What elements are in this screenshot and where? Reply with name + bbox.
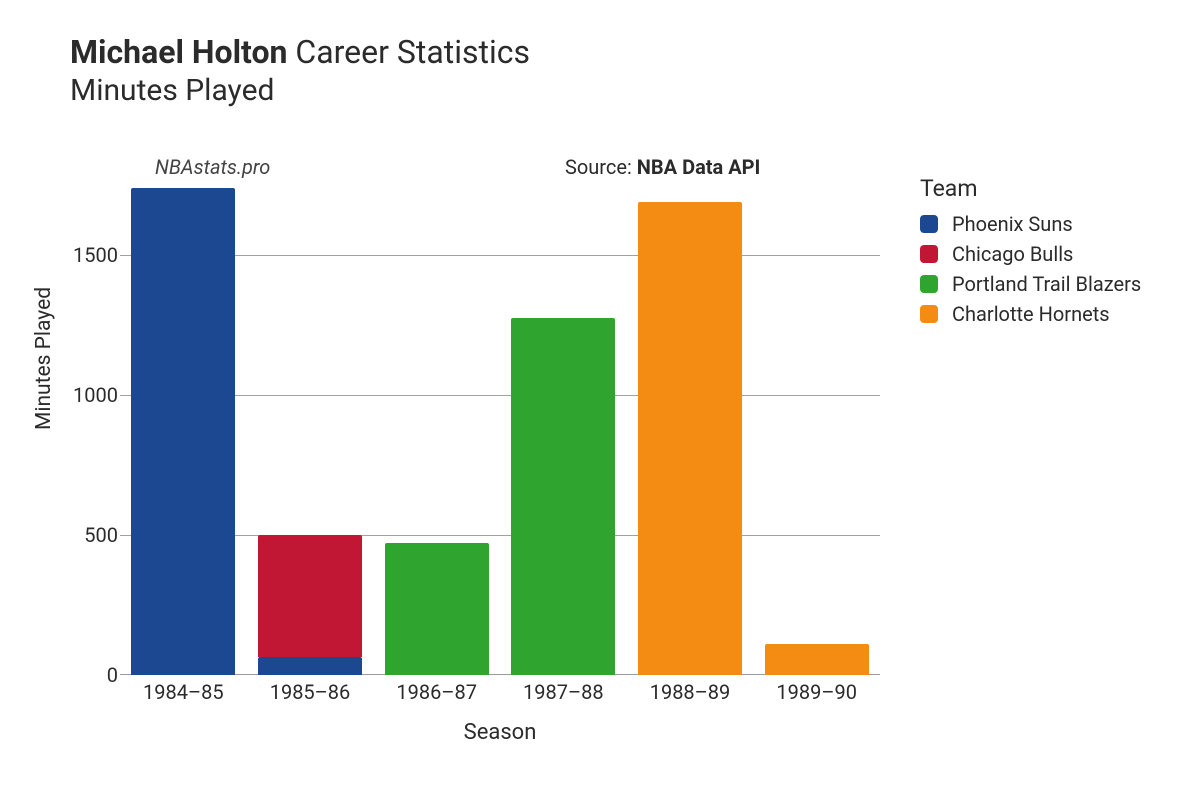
y-tick-label: 1000: [70, 383, 118, 407]
x-tick-label: 1984–85: [143, 680, 224, 704]
y-tick-label: 0: [70, 663, 118, 687]
x-tick-label: 1988–89: [650, 680, 731, 704]
legend-label: Chicago Bulls: [952, 242, 1073, 266]
y-tick-label: 500: [70, 523, 118, 547]
legend-label: Portland Trail Blazers: [952, 272, 1141, 296]
source-name: NBA Data API: [637, 155, 761, 179]
legend: Team Phoenix Suns Chicago Bulls Portland T…: [920, 175, 1141, 332]
x-axis-ticks: 1984–85 1985–86 1986–87 1987–88 1988–89 1989–…: [120, 680, 880, 710]
legend-label: Phoenix Suns: [952, 212, 1073, 236]
chart-title: Michael Holton Career Statistics: [70, 34, 530, 71]
x-tick-label: 1987–88: [523, 680, 604, 704]
legend-label: Charlotte Hornets: [952, 302, 1110, 326]
legend-item: Portland Trail Blazers: [920, 272, 1141, 296]
legend-item: Phoenix Suns: [920, 212, 1141, 236]
x-axis-label: Season: [120, 720, 880, 745]
bar-segment: [638, 202, 742, 675]
chart-plot-area: [120, 185, 880, 675]
legend-item: Chicago Bulls: [920, 242, 1141, 266]
legend-item: Charlotte Hornets: [920, 302, 1141, 326]
bar-segment: [511, 318, 615, 675]
bar-segment: [131, 188, 235, 675]
source-prefix: Source:: [565, 155, 637, 179]
legend-swatch: [920, 215, 938, 233]
legend-title: Team: [920, 175, 1141, 202]
title-bold: Michael Holton: [70, 33, 287, 71]
legend-swatch: [920, 275, 938, 293]
bar-segment: [258, 535, 362, 657]
chart-subtitle: Minutes Played: [70, 73, 530, 108]
title-light: Career Statistics: [295, 33, 530, 71]
bar-layer: [120, 185, 880, 675]
y-tick-label: 1500: [70, 243, 118, 267]
title-block: Michael Holton Career Statistics Minutes…: [70, 34, 530, 108]
legend-swatch: [920, 245, 938, 263]
bar-segment: [258, 657, 362, 675]
y-axis-label: Minutes Played: [32, 287, 56, 430]
x-tick-label: 1986–87: [396, 680, 477, 704]
legend-swatch: [920, 305, 938, 323]
x-tick-label: 1989–90: [776, 680, 857, 704]
bar-segment: [385, 543, 489, 675]
y-axis-ticks: 050010001500: [70, 185, 118, 675]
attribution-source: Source: NBA Data API: [565, 155, 760, 179]
x-tick-label: 1985–86: [270, 680, 351, 704]
chart-container: Michael Holton Career Statistics Minutes…: [0, 0, 1200, 800]
attribution-site: NBAstats.pro: [155, 155, 270, 179]
bar-segment: [765, 644, 869, 675]
